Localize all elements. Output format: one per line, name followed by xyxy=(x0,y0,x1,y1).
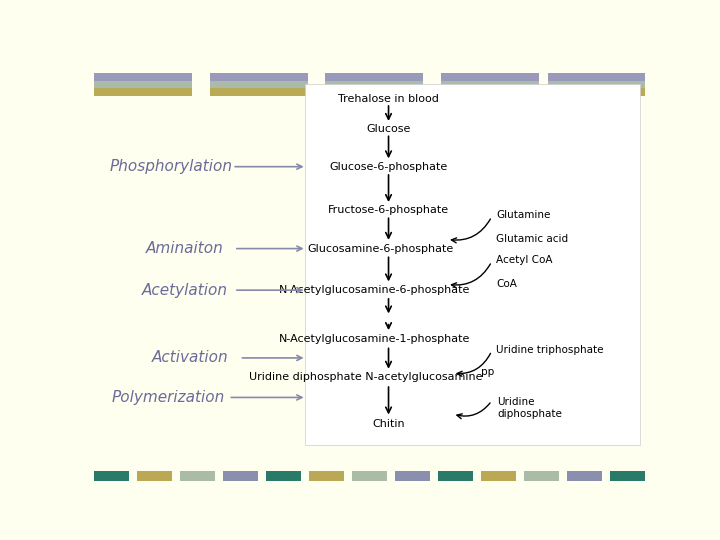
Bar xyxy=(547,73,645,80)
Bar xyxy=(610,471,644,481)
Bar xyxy=(547,80,645,88)
Text: Fructose-6-phosphate: Fructose-6-phosphate xyxy=(328,205,449,215)
Bar xyxy=(94,88,192,97)
Text: N-Acetylglucosamine-1-phosphate: N-Acetylglucosamine-1-phosphate xyxy=(279,334,470,344)
Text: Trehalose in blood: Trehalose in blood xyxy=(338,94,439,104)
Bar xyxy=(547,88,645,97)
Bar xyxy=(310,471,344,481)
Bar xyxy=(210,73,307,80)
Bar xyxy=(438,471,473,481)
Text: Glutamine: Glutamine xyxy=(496,210,551,220)
Bar xyxy=(325,88,423,97)
Text: Acetylation: Acetylation xyxy=(142,282,228,298)
Bar xyxy=(567,471,602,481)
Bar xyxy=(441,88,539,97)
Text: Glucosamine-6-phosphate: Glucosamine-6-phosphate xyxy=(307,244,454,254)
Text: CoA: CoA xyxy=(496,279,517,288)
Bar xyxy=(441,80,539,88)
Text: Uridine triphosphate: Uridine triphosphate xyxy=(496,345,604,355)
Bar xyxy=(481,471,516,481)
Bar xyxy=(325,73,423,80)
Bar xyxy=(352,471,387,481)
Bar xyxy=(524,471,559,481)
Bar xyxy=(305,84,639,445)
Text: Uridine diphosphate N-acetylglucosamine: Uridine diphosphate N-acetylglucosamine xyxy=(249,373,483,382)
Bar xyxy=(210,80,307,88)
Text: N-Acetylglucosamine-6-phosphate: N-Acetylglucosamine-6-phosphate xyxy=(279,285,470,295)
Text: Aminaiton: Aminaiton xyxy=(146,241,224,256)
Text: Acetyl CoA: Acetyl CoA xyxy=(496,255,553,265)
Text: Uridine
diphosphate: Uridine diphosphate xyxy=(498,397,562,418)
Bar xyxy=(395,471,430,481)
Bar xyxy=(223,471,258,481)
Text: Glucose-6-phosphate: Glucose-6-phosphate xyxy=(330,161,448,172)
Bar xyxy=(325,80,423,88)
Text: Polymerization: Polymerization xyxy=(112,390,225,405)
Text: Phosphorylation: Phosphorylation xyxy=(109,159,233,174)
Text: Glutamic acid: Glutamic acid xyxy=(496,234,568,244)
Bar xyxy=(266,471,301,481)
Bar xyxy=(210,88,307,97)
Text: Chitin: Chitin xyxy=(372,420,405,429)
Bar xyxy=(181,471,215,481)
Text: Activation: Activation xyxy=(152,350,229,366)
Bar xyxy=(94,80,192,88)
Text: pp: pp xyxy=(481,368,494,377)
Bar xyxy=(441,73,539,80)
Bar xyxy=(138,471,172,481)
Bar xyxy=(94,471,129,481)
Bar xyxy=(94,73,192,80)
Text: Glucose: Glucose xyxy=(366,124,410,134)
